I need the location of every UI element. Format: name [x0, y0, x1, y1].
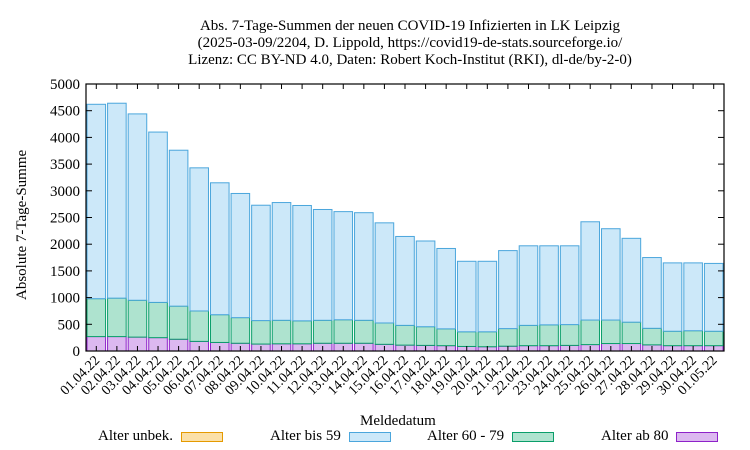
bar-segment	[580, 221, 601, 321]
bar-segment	[251, 320, 271, 345]
bar-segment	[683, 262, 703, 332]
bar-segment	[312, 319, 333, 344]
bar-segment	[168, 305, 189, 340]
bar-segment	[189, 167, 209, 312]
y-tick-label: 3500	[50, 157, 80, 173]
bar-segment	[601, 228, 621, 321]
legend-label: Alter 60 - 79	[427, 428, 505, 444]
y-tick-label: 2500	[50, 211, 80, 227]
bar-segment	[86, 103, 107, 300]
y-tick-label: 1000	[50, 291, 80, 307]
bar-segment	[168, 149, 189, 307]
bar-segment	[601, 319, 621, 345]
chart-title-line-1: Abs. 7-Tage-Summen der neuen COVID-19 In…	[199, 18, 621, 34]
bar-segment	[456, 331, 477, 347]
y-tick-label: 3000	[50, 184, 80, 200]
bar-segment	[621, 237, 642, 323]
bar-segment	[209, 182, 230, 316]
bar-segment	[642, 327, 662, 346]
bar-segment	[518, 324, 539, 347]
bar-segment	[436, 247, 456, 330]
legend-swatch	[348, 431, 391, 442]
bar-segment	[189, 310, 209, 342]
chart-title-line-3: Lizenz: CC BY-ND 4.0, Daten: Robert Koch…	[188, 52, 632, 68]
bar-segment	[271, 319, 292, 345]
bar-segment	[539, 245, 559, 326]
bar-segment	[518, 245, 539, 326]
bar-segment	[374, 222, 395, 324]
legend-swatch	[676, 431, 719, 442]
legend-label: Alter ab 80	[601, 428, 669, 444]
legend-item-unknown: Alter unbek.	[98, 428, 223, 445]
bar-segment	[456, 260, 477, 333]
bar-segment	[251, 204, 271, 322]
chart-title-line-2: (2025-03-09/2204, D. Lippold, https://co…	[197, 35, 623, 51]
y-tick-label: 500	[58, 317, 81, 333]
y-tick-label: 0	[73, 344, 81, 360]
y-tick-label: 1500	[50, 264, 80, 280]
bar-segment	[292, 204, 312, 322]
legend-swatch	[512, 431, 555, 442]
bar-segment	[683, 330, 703, 347]
bar-segment	[539, 324, 559, 347]
y-tick-label: 4000	[50, 130, 80, 146]
bar-segment	[662, 262, 683, 332]
y-tick-label: 4500	[50, 104, 80, 120]
bar-segment	[86, 298, 107, 338]
legend-item-60-79: Alter 60 - 79	[427, 428, 555, 445]
legend-swatch	[180, 431, 223, 442]
legend-item-over-80: Alter ab 80	[601, 428, 719, 445]
bar-segment	[127, 113, 148, 301]
legend-item-under-59: Alter bis 59	[270, 428, 391, 445]
bar-segment	[559, 245, 580, 326]
bar-segment	[559, 324, 580, 346]
bar-segment	[662, 330, 683, 347]
y-tick-label: 5000	[50, 77, 80, 93]
bar-segment	[107, 102, 127, 299]
bar-segment	[395, 324, 415, 346]
bar-segment	[333, 211, 354, 321]
bar-segment	[312, 208, 333, 321]
y-tick-label: 2000	[50, 237, 80, 253]
bar-segment	[127, 299, 148, 338]
bar-segment	[271, 202, 292, 321]
bar-segment	[230, 317, 251, 344]
bar-segment	[354, 212, 374, 321]
bar-segment	[354, 319, 374, 344]
bar-segment	[107, 297, 127, 338]
bar-segment	[415, 240, 436, 328]
bar-segment	[333, 319, 354, 344]
bar-segment	[292, 320, 312, 345]
bar-segment	[498, 250, 518, 330]
bar-segment	[621, 321, 642, 345]
legend-label: Alter unbek.	[98, 428, 173, 444]
bar-segment	[703, 330, 724, 347]
x-axis-label: Meldedatum	[360, 413, 436, 429]
legend-label: Alter bis 59	[270, 428, 341, 444]
bar-segment	[148, 131, 168, 303]
bar-segment	[395, 235, 415, 326]
bar-segment	[374, 322, 395, 345]
bar-segment	[415, 326, 436, 346]
bar-segment	[436, 328, 456, 347]
bar-segment	[477, 331, 498, 348]
bar-segment	[209, 314, 230, 343]
bar-segment	[642, 257, 662, 329]
bar-segment	[477, 260, 498, 333]
bar-segment	[148, 301, 168, 339]
bar-segment	[498, 328, 518, 347]
bar-segment	[230, 192, 251, 319]
bar-segment	[580, 319, 601, 346]
